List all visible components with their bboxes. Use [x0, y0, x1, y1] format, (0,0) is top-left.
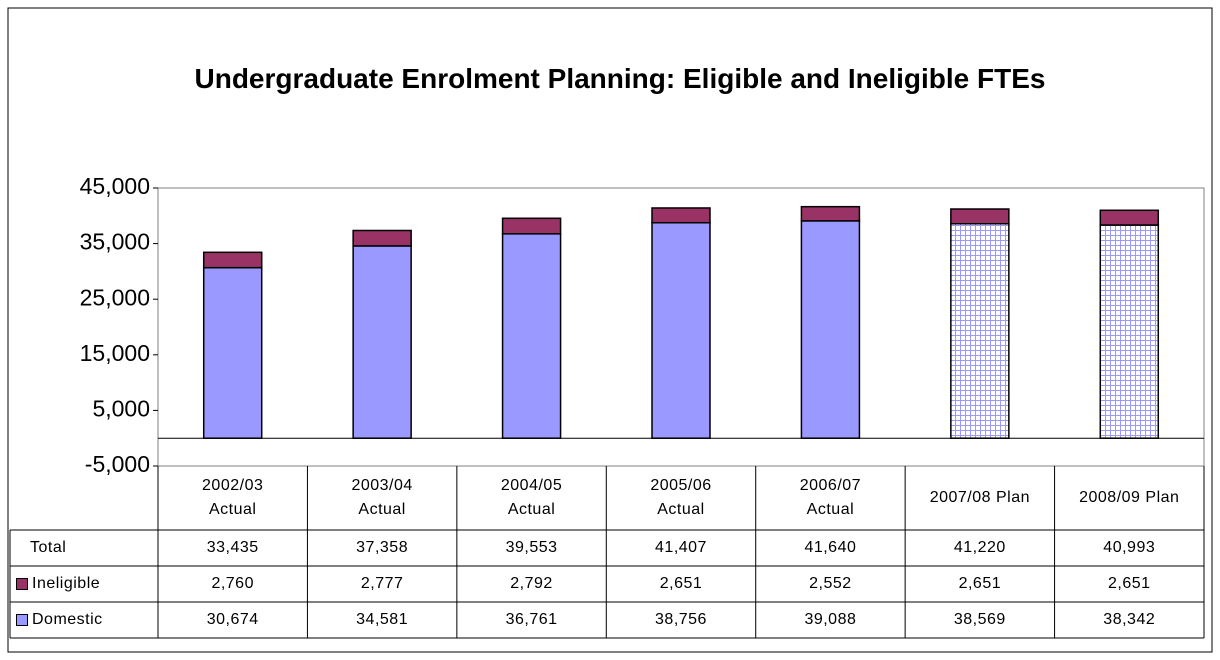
y-tick-label: 45,000: [80, 173, 150, 199]
x-tick-label: 2004/05 Actual: [500, 477, 563, 518]
x-tick-label: 2003/04 Actual: [351, 477, 413, 518]
table-row-label: Ineligible: [10, 566, 158, 602]
table-value: 41,220: [953, 539, 1006, 556]
bar-segment: [202, 266, 263, 439]
table-value: 2,651: [958, 575, 1002, 592]
x-tick-label: 2005/06 Actual: [650, 477, 712, 518]
table-value: 36,761: [505, 611, 558, 628]
table-value: 41,640: [804, 539, 857, 556]
x-tick-label: 2002/03 Actual: [202, 477, 264, 518]
table-value: 38,756: [655, 611, 707, 628]
legend-key: [16, 578, 28, 590]
bar-segment: [1099, 224, 1160, 439]
table-value: 2,792: [510, 575, 553, 592]
bar-segment: [501, 217, 562, 235]
table-value: 2,552: [809, 575, 852, 592]
table-row-label: Total: [10, 530, 158, 566]
y-tick-label: 35,000: [80, 229, 150, 255]
table-value: 34,581: [356, 611, 409, 628]
legend-key: [16, 614, 28, 626]
table-value: 39,088: [804, 611, 857, 628]
table-value: 37,358: [356, 539, 409, 556]
bar-segment: [651, 207, 711, 224]
bar-segment: [202, 251, 263, 269]
y-tick-label: 5,000: [92, 395, 150, 421]
x-tick-label: 2006/07 Actual: [799, 477, 862, 518]
table-value: 2,760: [211, 575, 254, 592]
bar-segment: [352, 245, 412, 439]
table-value: 38,569: [953, 611, 1006, 628]
y-tick-label: -5,000: [85, 451, 150, 477]
table-value: 2,777: [360, 575, 404, 592]
table-value: 2,651: [1108, 575, 1151, 592]
legend-label: Domestic: [32, 611, 103, 628]
table-value: 30,674: [206, 611, 259, 628]
legend-label: Ineligible: [32, 575, 101, 592]
table-value: 40,993: [1103, 539, 1156, 556]
bar-segment: [950, 208, 1010, 225]
table-value: 38,342: [1103, 611, 1156, 628]
y-tick-label: 25,000: [80, 284, 150, 310]
bar-segment: [950, 223, 1010, 439]
bar-segment: [501, 233, 562, 439]
legend-label: Total: [30, 539, 67, 556]
table-value: 2,651: [659, 575, 703, 592]
x-tick-label: 2008/09 Plan: [1079, 489, 1180, 506]
bar-segment: [800, 220, 861, 439]
table-value: 33,435: [206, 539, 259, 556]
bar-segment: [800, 205, 861, 222]
bar-segment: [352, 229, 412, 247]
y-tick-label: 15,000: [80, 340, 150, 366]
table-value: 39,553: [505, 539, 558, 556]
x-tick-label: 2007/08 Plan: [929, 489, 1030, 506]
bar-segment: [1099, 209, 1160, 226]
chart-title: Undergraduate Enrolment Planning: Eligib…: [194, 63, 1046, 94]
bar-segment: [651, 221, 711, 439]
table-row-label: Domestic: [10, 602, 158, 638]
table-value: 41,407: [655, 539, 707, 556]
